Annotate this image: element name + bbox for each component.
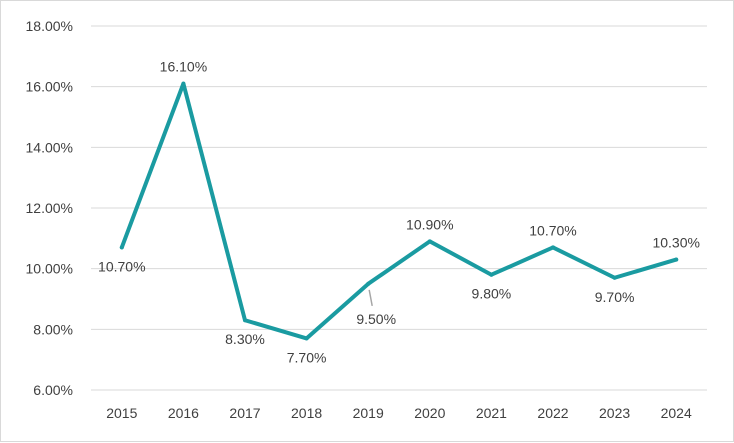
x-tick-label: 2017 <box>229 405 260 421</box>
y-tick-label: 12.00% <box>26 200 73 216</box>
y-tick-label: 16.00% <box>26 79 73 95</box>
data-point <box>119 245 124 250</box>
data-label: 10.70% <box>529 222 576 238</box>
data-point <box>366 281 371 286</box>
y-tick-label: 6.00% <box>33 382 73 398</box>
data-point <box>427 239 432 244</box>
data-point <box>551 245 555 250</box>
data-label: 10.90% <box>406 216 453 232</box>
data-point <box>181 81 186 86</box>
x-tick-label: 2019 <box>353 405 384 421</box>
y-tick-label: 8.00% <box>33 321 73 337</box>
y-tick-label: 18.00% <box>26 18 73 34</box>
x-tick-label: 2018 <box>291 405 322 421</box>
x-tick-label: 2015 <box>106 405 137 421</box>
data-label: 16.10% <box>160 59 207 75</box>
data-label: 9.50% <box>356 311 396 327</box>
x-tick-label: 2023 <box>599 405 630 421</box>
x-tick-label: 2024 <box>661 405 692 421</box>
x-axis: 2015 2016 2017 2018 2019 2020 2021 2022 2023 2024 <box>106 405 692 421</box>
series-group <box>119 81 679 341</box>
data-point <box>489 272 494 277</box>
series-line <box>119 81 679 341</box>
y-axis: 6.00% 8.00% 10.00% 12.00% 14.00% 16.00% 18.00% <box>26 18 73 398</box>
x-tick-label: 2022 <box>537 405 568 421</box>
data-point <box>612 275 617 280</box>
data-point <box>674 257 679 262</box>
data-point <box>243 318 247 323</box>
y-tick-label: 10.00% <box>26 261 73 277</box>
x-tick-label: 2020 <box>414 405 445 421</box>
label-leader-line <box>368 289 373 306</box>
data-label: 9.80% <box>472 286 512 302</box>
y-tick-label: 14.00% <box>26 139 73 155</box>
data-point <box>304 336 309 341</box>
gridlines <box>91 25 707 391</box>
data-label: 8.30% <box>225 331 265 347</box>
data-label: 10.30% <box>652 235 699 251</box>
data-label: 9.70% <box>595 289 635 305</box>
x-tick-label: 2016 <box>168 405 199 421</box>
data-label: 10.70% <box>98 258 145 274</box>
x-tick-label: 2021 <box>476 405 507 421</box>
data-label: 7.70% <box>287 349 327 365</box>
data-labels: 10.70% 16.10% 8.30% 7.70% 9.50% 10.90% 9.80% 10… <box>98 59 700 366</box>
